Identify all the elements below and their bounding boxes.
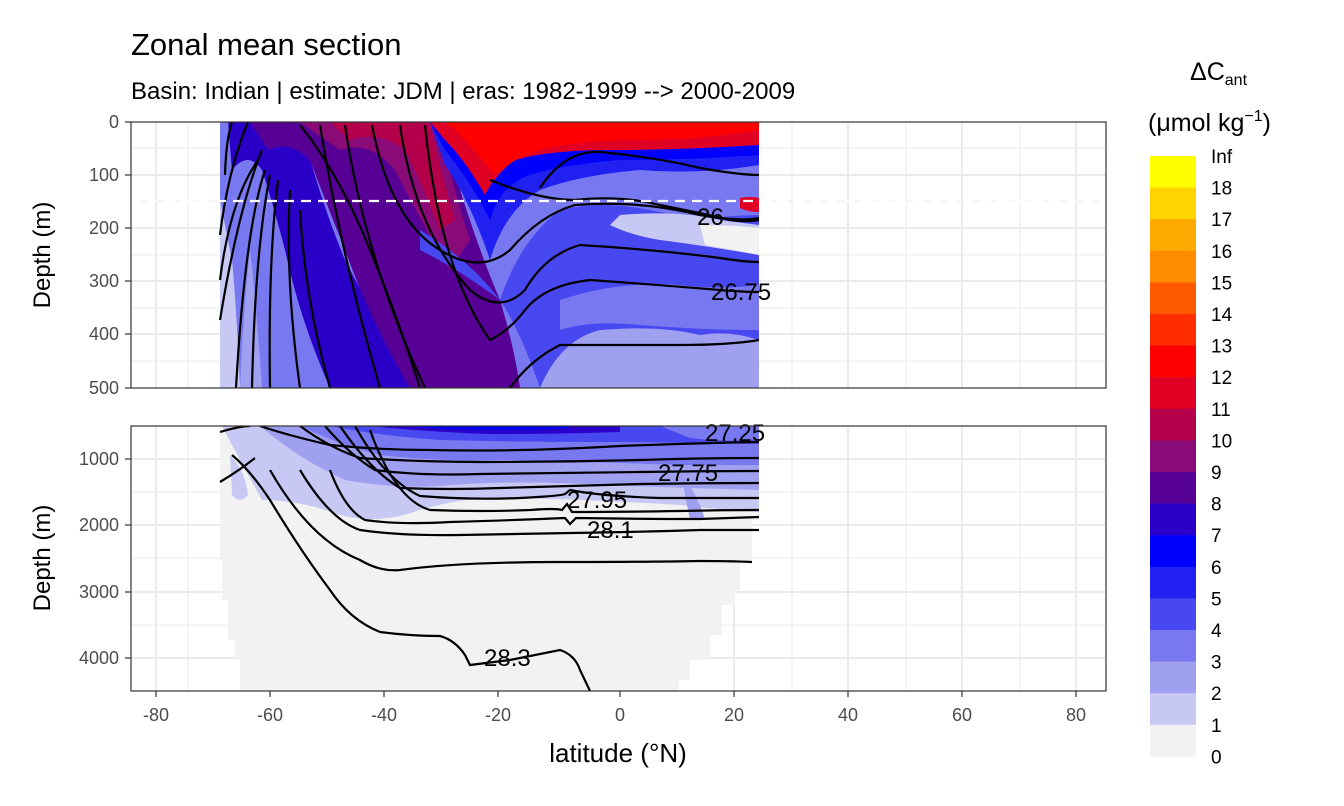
- y-tick-label: 1000: [79, 449, 119, 469]
- y-tick-label: 500: [89, 378, 119, 398]
- x-axis: -80 -60 -40 -20 0 20 40 60 80 latitude (…: [143, 691, 1086, 768]
- legend-break-label: 8: [1211, 495, 1222, 516]
- x-tick-label: 0: [615, 705, 625, 725]
- legend-unit-sup: −1: [1244, 108, 1262, 125]
- isopycnal-label: 27.75: [658, 460, 718, 487]
- color-legend: ΔCant (μmol kg−1) Inf1817161514131211109…: [1148, 58, 1271, 768]
- legend-swatch: [1150, 282, 1196, 315]
- y-axis-label: Depth (m): [29, 202, 56, 309]
- legend-break-label: 16: [1211, 242, 1232, 263]
- x-tick-label: -40: [371, 705, 397, 725]
- legend-swatch: [1150, 156, 1196, 189]
- isopycnal-label: 26: [697, 204, 724, 231]
- x-tick-label: -20: [485, 705, 511, 725]
- legend-title-main: ΔC: [1190, 58, 1225, 86]
- lower-panel: 27.25 27.75 27.95 28.1 28.3: [130, 420, 1107, 692]
- legend-break-label: 13: [1211, 337, 1232, 358]
- legend-swatch: [1150, 345, 1196, 378]
- x-tick-label: -60: [257, 705, 283, 725]
- legend-break-label: 15: [1211, 273, 1232, 294]
- legend-swatch: [1150, 661, 1196, 694]
- lower-panel-border: [130, 425, 1107, 692]
- legend-break-label: 7: [1211, 526, 1222, 547]
- legend-swatch: [1150, 598, 1196, 631]
- legend-title-sub: ant: [1225, 72, 1248, 89]
- legend-swatch: [1150, 408, 1196, 441]
- legend-swatch: [1150, 724, 1196, 757]
- legend-swatch: [1150, 314, 1196, 347]
- chart-subtitle: Basin: Indian | estimate: JDM | eras: 19…: [131, 78, 795, 105]
- legend-break-label: 5: [1211, 589, 1222, 610]
- upper-panel: 26 26.75: [130, 121, 1107, 389]
- legend-break-label: 2: [1211, 684, 1222, 705]
- legend-break-label: 17: [1211, 210, 1232, 231]
- y-tick-label: 300: [89, 271, 119, 291]
- legend-swatch: [1150, 566, 1196, 599]
- legend-break-label: 11: [1211, 400, 1231, 421]
- chart-title: Zonal mean section: [131, 27, 402, 62]
- legend-swatch: [1150, 472, 1196, 505]
- isopycnal-label: 28.1: [587, 517, 634, 544]
- legend-swatch: [1150, 693, 1196, 726]
- isopycnal-label: 28.3: [484, 645, 531, 672]
- isopycnal-label: 27.95: [567, 487, 627, 514]
- legend-swatch: [1150, 440, 1196, 473]
- y-tick-label: 4000: [79, 648, 119, 668]
- legend-break-label: Inf: [1211, 147, 1233, 168]
- x-tick-label: 20: [724, 705, 744, 725]
- x-tick-label: 60: [952, 705, 972, 725]
- legend-break-label: 3: [1211, 653, 1222, 674]
- y-tick-label: 0: [109, 112, 119, 132]
- lower-isopycnals: [219, 426, 760, 691]
- legend-break-label: 14: [1211, 305, 1233, 326]
- legend-unit: (μmol kg−1): [1148, 108, 1271, 137]
- upper-isopycnals: [218, 122, 760, 388]
- y-tick-label: 400: [89, 324, 119, 344]
- x-tick-label: 80: [1066, 705, 1086, 725]
- y-tick-label: 3000: [79, 582, 119, 602]
- legend-break-label: 0: [1211, 747, 1222, 768]
- legend-swatch: [1150, 630, 1196, 663]
- legend-break-label: 10: [1211, 431, 1232, 452]
- legend-swatches: [1150, 156, 1196, 757]
- legend-swatch: [1150, 503, 1196, 536]
- legend-break-label: 18: [1211, 179, 1232, 200]
- y-tick-label: 2000: [79, 515, 119, 535]
- legend-swatch: [1150, 187, 1196, 220]
- legend-swatch: [1150, 377, 1196, 410]
- legend-swatch: [1150, 219, 1196, 252]
- legend-break-label: 6: [1211, 558, 1222, 579]
- legend-swatch: [1150, 535, 1196, 568]
- x-tick-label: 40: [838, 705, 858, 725]
- isopycnal-label: 27.25: [705, 420, 765, 447]
- legend-break-label: 12: [1211, 368, 1232, 389]
- y-axis-label: Depth (m): [29, 505, 56, 612]
- legend-title: ΔCant: [1190, 58, 1248, 89]
- legend-break-label: 1: [1211, 716, 1222, 737]
- x-axis-label: latitude (°N): [549, 738, 687, 768]
- upper-contour-fill: [220, 122, 759, 388]
- legend-break-label: 9: [1211, 463, 1222, 484]
- legend-unit-close: ): [1263, 109, 1271, 137]
- legend-unit-text: (μmol kg: [1148, 109, 1244, 137]
- upper-panel-border: [130, 121, 1107, 389]
- x-tick-label: -80: [143, 705, 169, 725]
- upper-y-axis: 0 100 200 300 400 500 Depth (m): [29, 112, 131, 398]
- y-tick-label: 200: [89, 218, 119, 238]
- lower-y-axis: 1000 2000 3000 4000 Depth (m): [29, 449, 131, 668]
- isopycnal-label: 26.75: [711, 279, 771, 306]
- legend-break-label: 4: [1211, 621, 1222, 642]
- y-tick-label: 100: [89, 165, 119, 185]
- legend-swatch: [1150, 250, 1196, 283]
